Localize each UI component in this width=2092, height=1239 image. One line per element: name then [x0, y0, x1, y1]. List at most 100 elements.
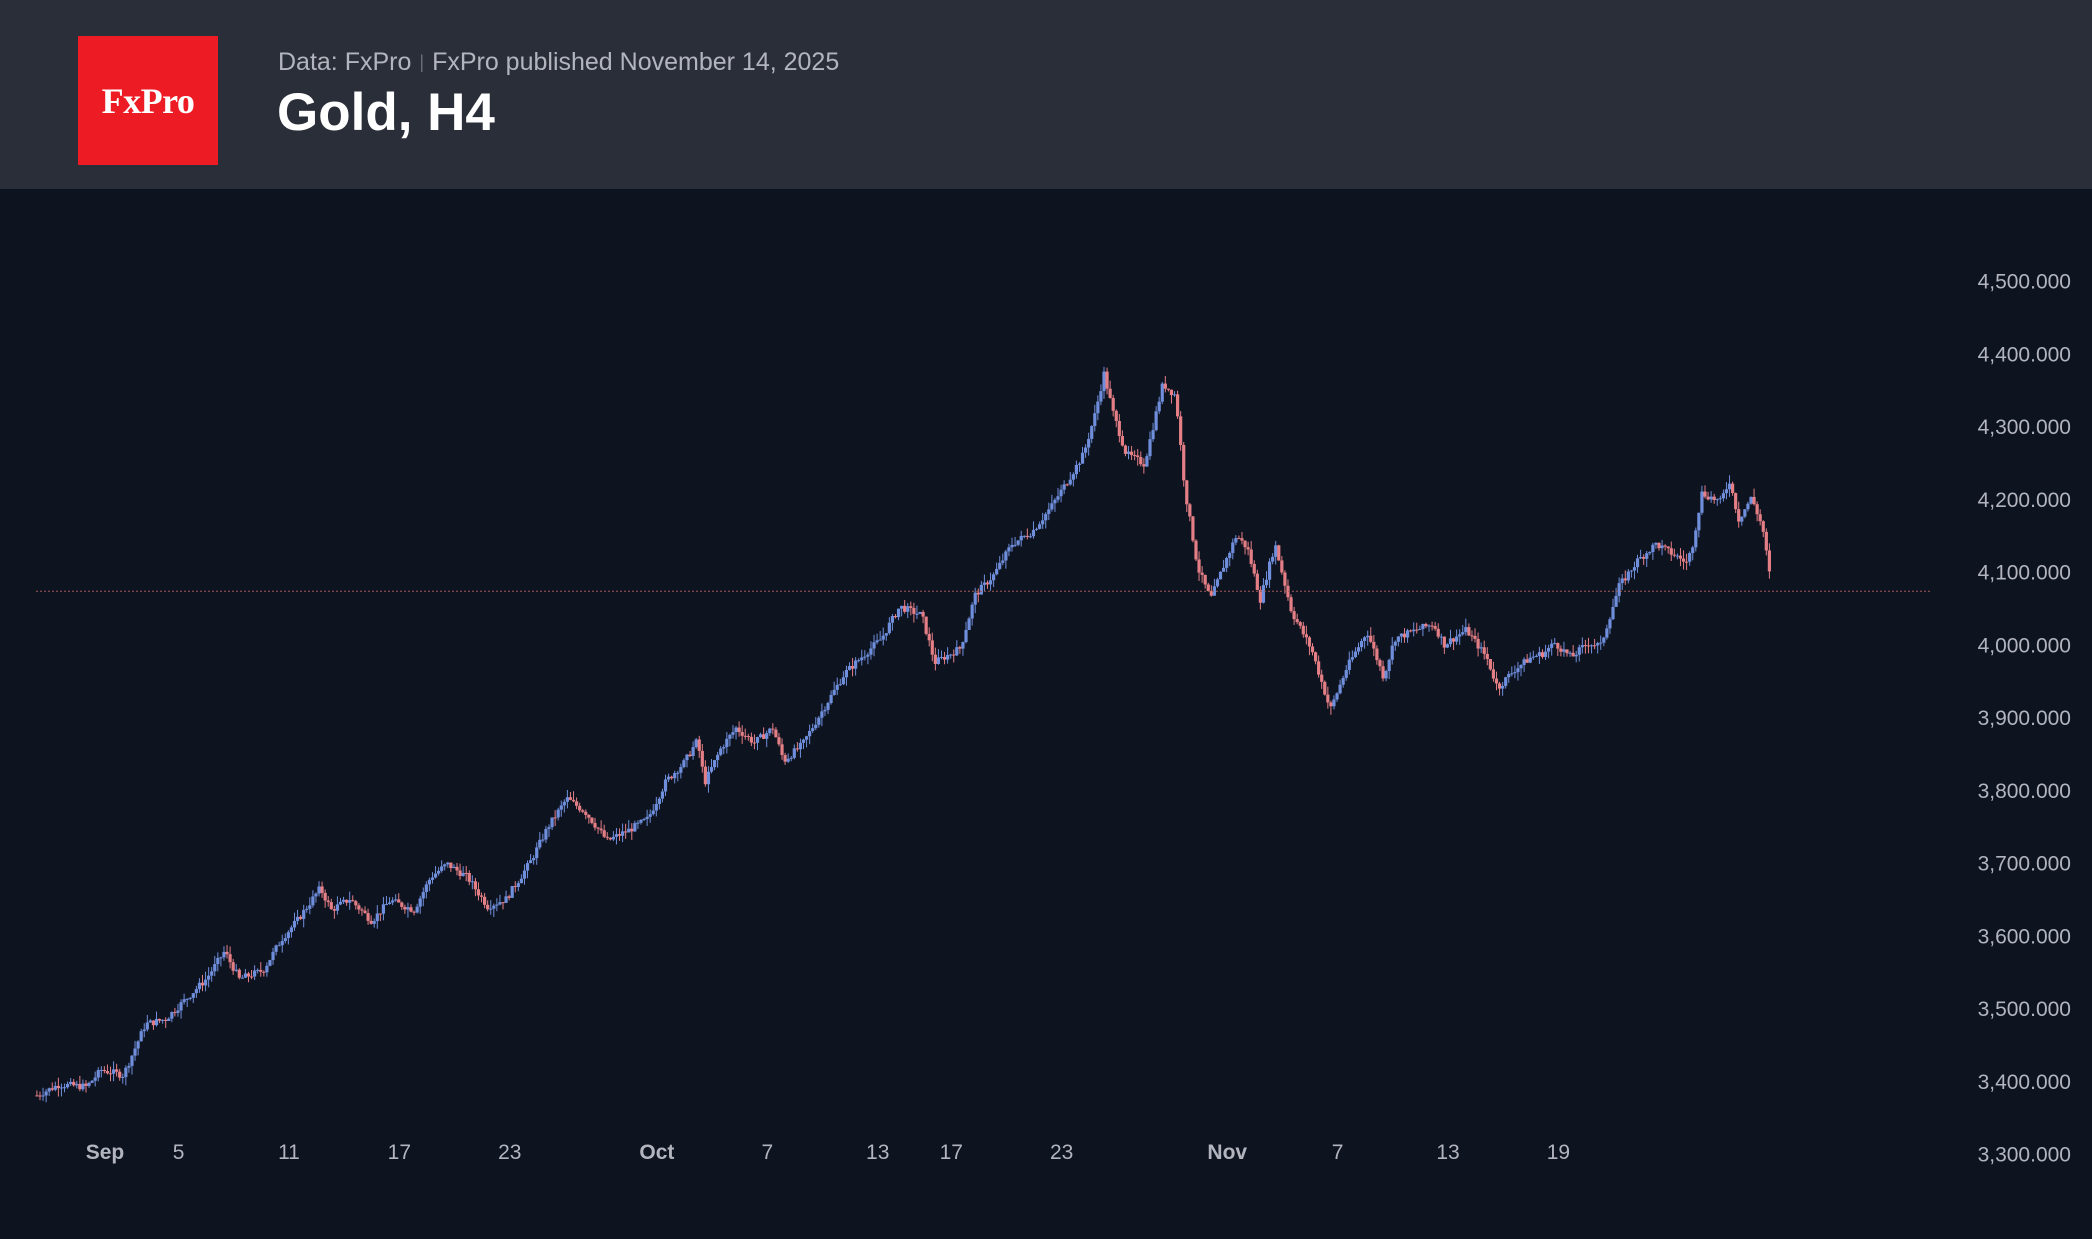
candle-body — [844, 669, 849, 678]
candle — [1191, 515, 1195, 543]
candle-body — [479, 895, 484, 897]
candle-body — [504, 896, 508, 903]
candle — [1497, 681, 1502, 696]
candle-body — [1488, 658, 1492, 670]
candle-body — [1497, 683, 1502, 689]
candle — [636, 820, 640, 829]
candle-body — [1099, 391, 1103, 402]
candle-body — [933, 654, 937, 664]
candle-body — [1077, 463, 1082, 465]
candle — [476, 882, 481, 901]
candle — [1424, 622, 1428, 629]
candle-body — [1203, 574, 1207, 585]
candle — [1160, 381, 1164, 405]
candle — [510, 885, 514, 899]
candle — [654, 796, 658, 817]
candle — [299, 915, 303, 921]
candle — [544, 825, 548, 843]
candle — [262, 970, 266, 977]
candle — [1583, 639, 1588, 654]
candle-body — [473, 881, 478, 890]
candle-body — [1326, 694, 1330, 703]
candle-body — [1507, 674, 1511, 678]
candle-body — [157, 1018, 162, 1021]
candle-body — [510, 886, 514, 898]
candle — [832, 681, 836, 696]
candle-body — [1059, 489, 1063, 497]
candle-body — [535, 847, 539, 859]
candle — [403, 904, 407, 914]
candle — [1501, 681, 1505, 696]
candle — [283, 933, 287, 944]
candle-body — [1485, 653, 1489, 659]
candle — [798, 738, 803, 758]
candle — [1660, 540, 1664, 556]
candle — [200, 974, 205, 992]
candle-body — [84, 1083, 88, 1086]
candle-body — [387, 902, 392, 905]
candle — [1108, 380, 1112, 399]
candle-body — [912, 607, 916, 614]
candle-body — [326, 900, 330, 903]
candle — [341, 896, 346, 904]
candle-body — [1200, 572, 1204, 575]
candle-body — [1160, 383, 1164, 402]
candle-body — [823, 709, 827, 712]
candle — [700, 743, 704, 773]
candle-body — [65, 1083, 70, 1088]
candle-body — [1470, 635, 1474, 637]
candle — [317, 881, 321, 897]
candle-body — [75, 1083, 79, 1086]
candle — [565, 789, 569, 809]
candle-body — [345, 899, 349, 903]
candle-body — [151, 1020, 156, 1026]
candle — [1445, 643, 1450, 649]
candle-body — [437, 870, 441, 874]
candle-body — [1712, 496, 1716, 500]
candle — [1221, 559, 1226, 572]
candle-body — [1129, 451, 1134, 456]
candle-body — [213, 964, 217, 972]
candle-body — [111, 1069, 116, 1074]
candle — [136, 1040, 140, 1056]
candle — [1672, 548, 1676, 558]
candle — [829, 690, 833, 705]
candle — [504, 890, 508, 903]
candle — [1476, 632, 1480, 657]
candle-body — [826, 703, 830, 710]
candle — [1531, 650, 1535, 660]
candle — [1292, 606, 1296, 625]
candle-body — [424, 884, 428, 893]
candle-body — [470, 881, 474, 883]
candle-body — [1375, 648, 1379, 661]
candle — [35, 1090, 39, 1097]
candle — [758, 732, 763, 739]
candle — [722, 744, 726, 755]
candle — [1347, 651, 1351, 675]
candle-body — [887, 622, 891, 634]
candle — [942, 651, 947, 665]
candle — [185, 998, 189, 1007]
candle-body — [1608, 619, 1612, 629]
candle — [1617, 577, 1621, 603]
x-tick-label: 19 — [1547, 1141, 1570, 1164]
candle — [562, 799, 566, 813]
candle-body — [102, 1069, 106, 1072]
candle — [1062, 480, 1066, 495]
candle-body — [1133, 455, 1137, 457]
candle-body — [256, 969, 260, 971]
candle-body — [1053, 499, 1057, 504]
candle — [111, 1061, 116, 1082]
candle — [437, 867, 441, 876]
candle — [1602, 636, 1606, 647]
candle-body — [936, 657, 941, 664]
candle-body — [804, 736, 809, 740]
candle — [550, 817, 554, 830]
candle — [1700, 485, 1704, 515]
candle-body — [139, 1031, 143, 1042]
candle — [958, 645, 962, 654]
candle-body — [1102, 371, 1106, 392]
candle — [596, 826, 600, 834]
candle — [139, 1028, 143, 1042]
candle — [1200, 566, 1204, 583]
